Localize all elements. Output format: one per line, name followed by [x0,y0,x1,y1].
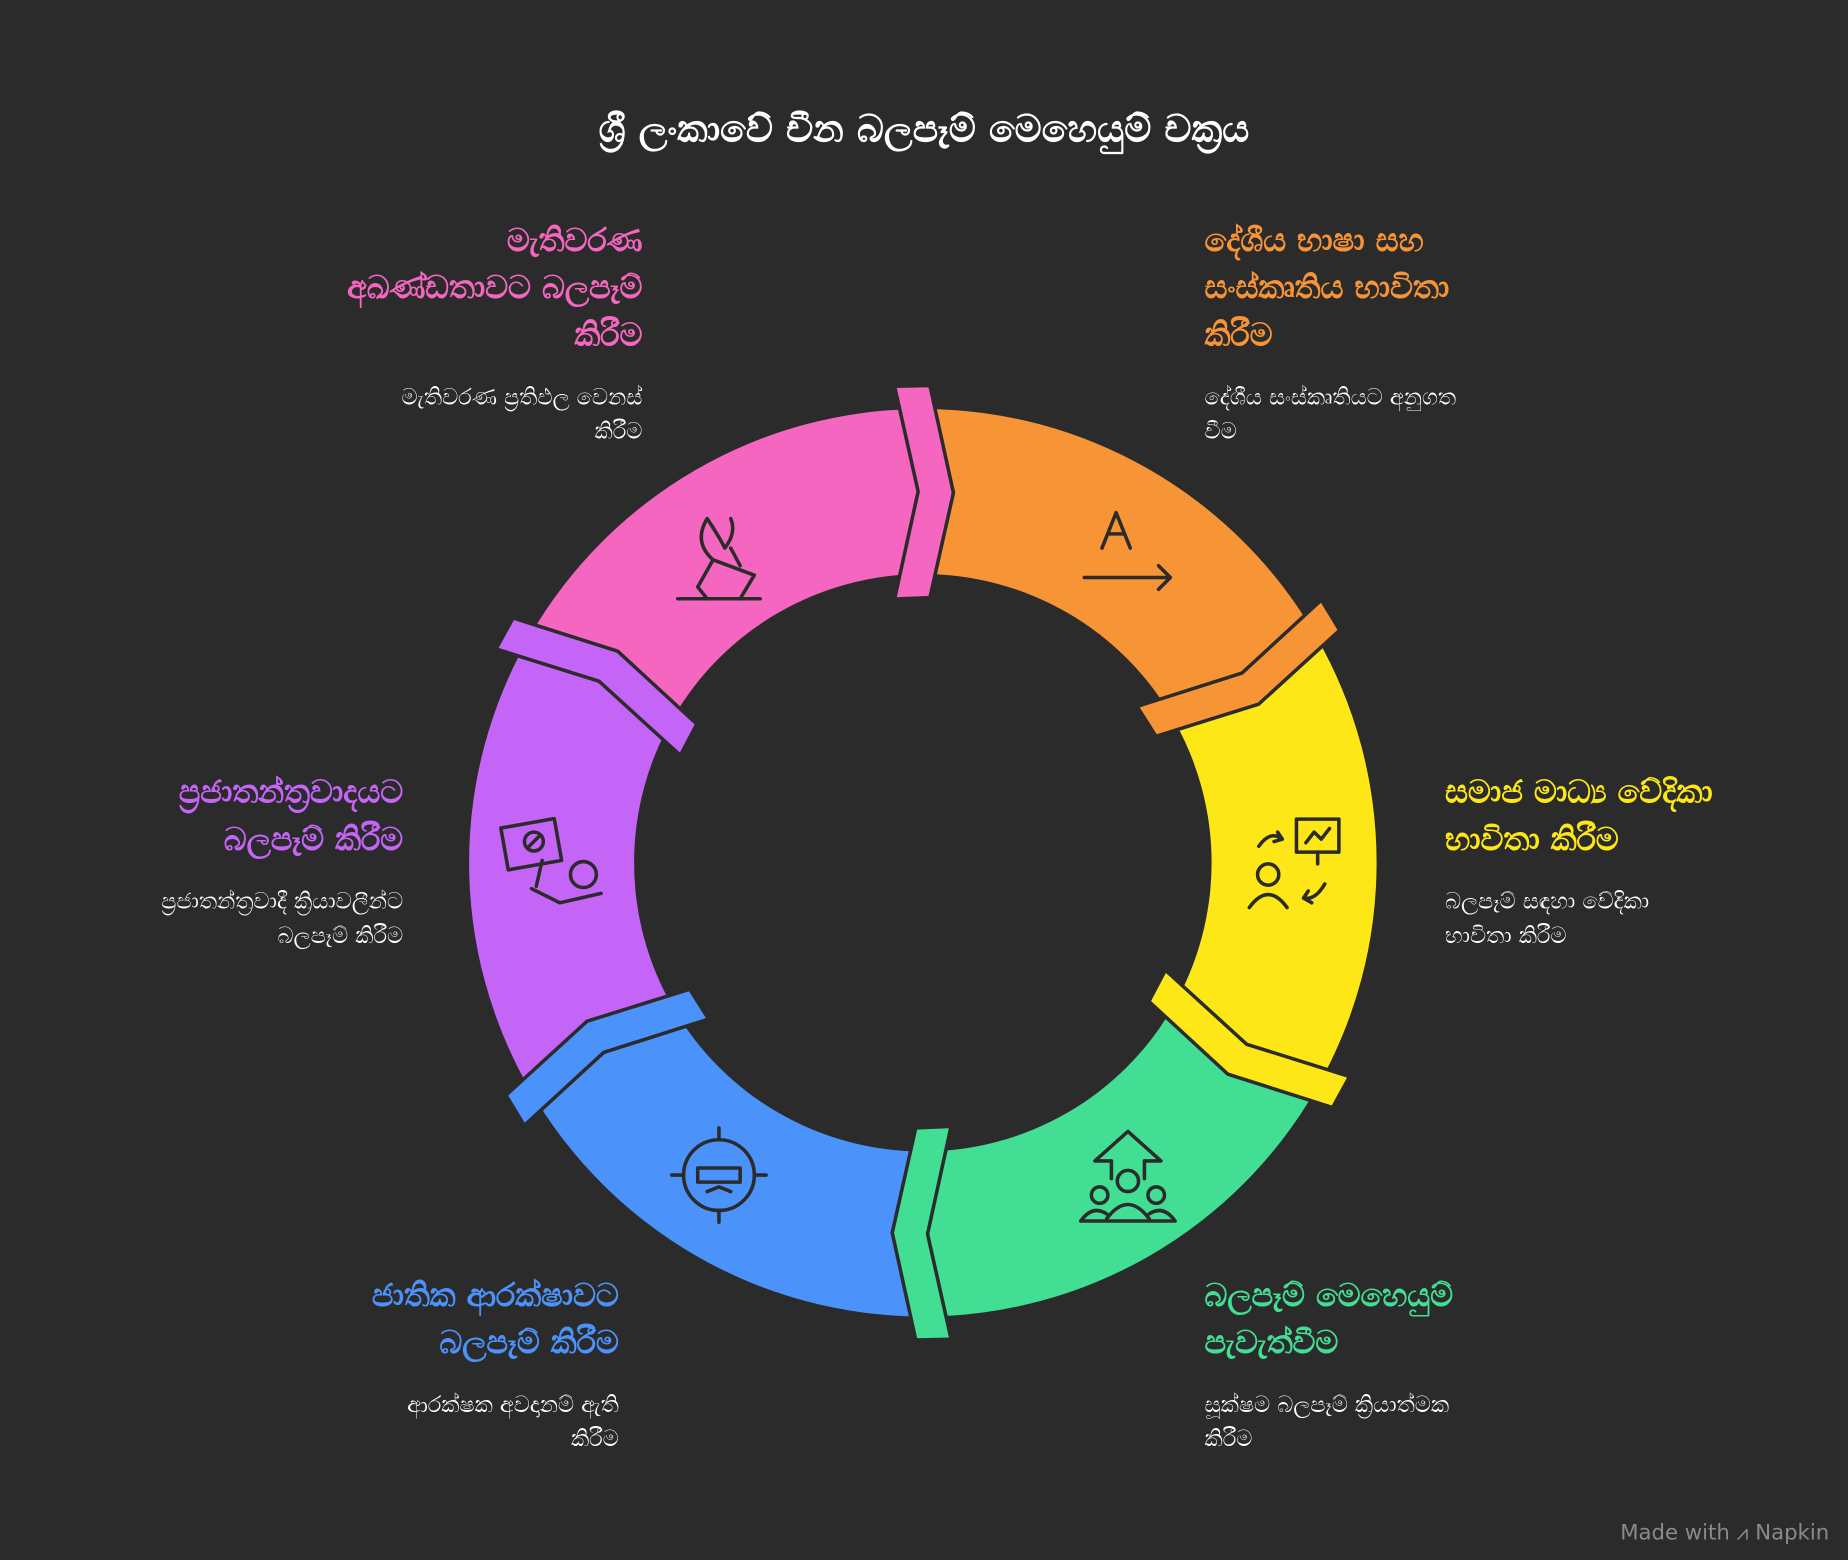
connector-arrow-pink [892,383,956,601]
stage-title-line: සමාජ මාධ්‍ය වේදිකා [1444,774,1713,811]
stage-title-line: මැතිවරණ [506,222,643,260]
segment-green [922,1007,1316,1317]
stage-desc-line: දේශීය සංස්කෘතියට අනුගත [1204,384,1457,411]
stage-title-line: කිරීම [1204,317,1273,354]
napkin-credit[interactable]: Made with ⩘ Napkin [1620,1520,1830,1546]
group-influence-arrow-icon [1079,1129,1177,1223]
connector-arrow-purple [494,616,699,758]
stage-desc-line: භාවිතා කිරීම [1444,922,1567,949]
connector-arrow-green [890,1124,953,1342]
connector-arrow-orange [1135,598,1342,739]
diagram-title: ශ්‍රී ලංකාවේ චීන බලපෑම් මෙහෙයුම් චක්‍රය [598,106,1250,151]
stage-green-label: බලපෑම් මෙහෙයුම් පැවැත්වීම සූක්ෂම බලපෑම් … [1205,1273,1700,1457]
stage-title-line: බලපෑම් කිරීම [223,821,404,859]
connector-arrow-yellow [1147,968,1352,1110]
stage-title-line: දේශීය භාෂා සහ [1204,222,1424,260]
stage-desc-line: සූක්ෂම බලපෑම් ක්‍රියාත්මක [1204,1391,1450,1418]
stage-pink-label: මැතිවරණ අඛණ්ඩතාවට බලපෑම් කිරීම මැතිවරණ ප… [147,218,642,449]
stage-title-line: ප්‍රජාතන්ත්‍රවාදයට [178,774,404,811]
stage-title-line: කිරීම [574,317,643,354]
masked-target-icon [670,1126,768,1224]
segment-purple [469,635,673,1090]
stage-desc-line: ආරක්ෂක අවදානම් ඇති [407,1391,619,1418]
stage-title-line: පැවැත්වීම [1204,1324,1339,1362]
stage-desc-line: වීම [1204,418,1237,445]
language-translate-icon [1082,510,1173,592]
stage-desc-line: කිරීම [594,418,643,445]
stage-desc-line: බලපෑම් සඳහා වේදිකා [1444,888,1650,915]
connector-arrow-blue [504,987,711,1128]
stage-title-line: සංස්කෘතිය භාවිතා [1204,269,1450,307]
stage-title-line: අඛණ්ඩතාවට බලපෑම් [347,269,643,307]
stage-desc-line: කිරීම [1204,1426,1253,1453]
stage-desc-line: බලපෑම් කිරීම [277,922,404,949]
social-media-presentation-icon [1247,817,1341,910]
stage-desc-line: මැතිවරණ ප්‍රතිඵල වෙනස් [401,384,643,411]
protest-sign-icon [499,816,603,905]
ballot-vote-icon [675,516,762,601]
segment-orange [922,408,1316,719]
stage-title-line: භාවිතා කිරීම [1444,821,1619,859]
stage-title-line: බලපෑම් කිරීම [439,1324,619,1362]
segment-yellow [1172,635,1377,1090]
stage-purple-label: ප්‍රජාතන්ත්‍රවාදයට බලපෑම් කිරීම ප්‍රජාතන… [0,770,403,954]
stage-desc-line: කිරීම [570,1426,619,1453]
stage-yellow-label: සමාජ මාධ්‍ය වේදිකා භාවිතා කිරීම බලපෑම් ස… [1445,770,1848,954]
stage-title-line: ජාතික ආරක්ෂාවට [371,1277,619,1315]
stage-blue-label: ජාතික ආරක්ෂාවට බලපෑම් කිරීම ආරක්ෂක අවදාන… [124,1273,619,1457]
stage-desc-line: ප්‍රජාතන්ත්‍රවාදී ක්‍රියාවලීන්ට [161,888,404,915]
stage-orange-label: දේශීය භාෂා සහ සංස්කෘතිය භාවිතා කිරීම දේශ… [1205,218,1700,449]
stage-title-line: බලපෑම් මෙහෙයුම් [1204,1277,1453,1315]
segment-blue [529,1007,923,1317]
